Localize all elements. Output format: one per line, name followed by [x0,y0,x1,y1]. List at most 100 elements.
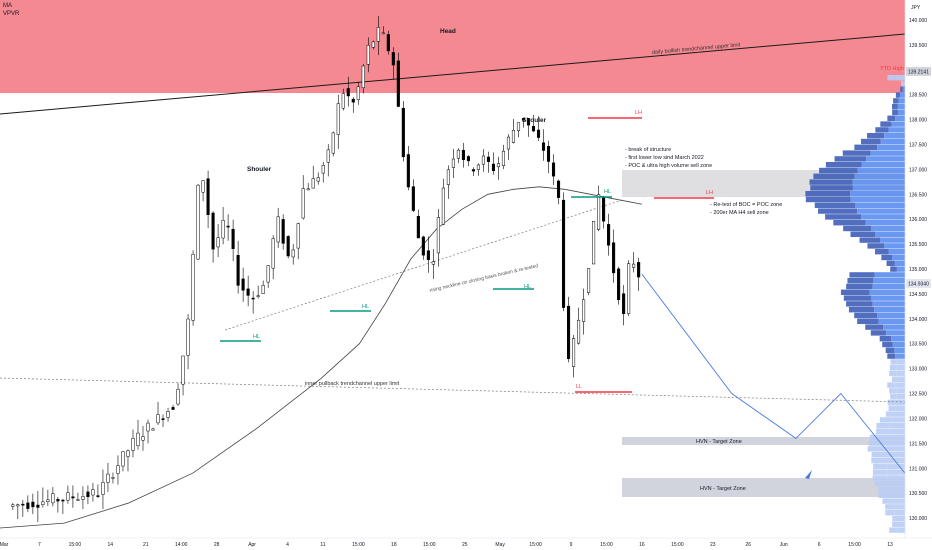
volume-profile-bar [895,399,905,406]
volume-profile-bar [890,266,897,272]
hvn-target-label-lower: HVN - Target Zone [700,486,746,492]
volume-profile-bar [885,347,895,353]
candle [281,219,285,244]
price-tick-label: 133.500 [909,342,927,348]
label-hl-1: HL [253,334,260,340]
current-price-label: 139.2141 [908,70,929,76]
volume-profile-bar [887,75,896,81]
time-tick-label: 14 [108,542,114,548]
volume-profile-bar [884,133,905,139]
sell-zone [0,0,905,93]
volume-profile-bar [894,260,905,266]
volume-profile-bar [886,452,905,458]
candle [246,288,250,296]
retest-note-2: - 200er MA H4 sell zone [710,210,769,216]
candle [501,150,506,166]
candle [316,177,320,182]
candle [326,149,330,163]
candle [381,32,385,35]
volume-profile-bar [852,179,905,185]
volume-profile-bar [879,237,905,243]
price-tick-label: 132.500 [909,392,927,398]
label-hl-3: HL [524,284,531,290]
volume-profile-bar [846,283,873,290]
candle [181,355,185,385]
candle [556,180,561,198]
volume-profile-bar [847,278,874,284]
time-tick-label: 18 [391,542,397,548]
candle [161,418,165,420]
candle [81,496,85,500]
candle [391,52,395,66]
time-axis[interactable]: Mar 7 15:00 14 21 14:00 28 Apr 4 11 15:00 18 15:00 25… [0,542,893,548]
volume-profile-bar [892,498,905,504]
time-tick-label: 6 [818,542,821,548]
projection-path [641,273,906,474]
candle [91,489,95,496]
ytd-high-label: YTD High [880,66,904,72]
candle [371,41,375,48]
volume-profile-bar [885,440,905,446]
volume-profile-bar [805,191,851,197]
volume-profile-bar [871,457,887,464]
volume-profile-bar [894,504,905,510]
pullback-channel-line [0,377,906,403]
candle [256,295,260,297]
rising-neckline [224,199,623,331]
time-tick-label: 7 [38,542,41,548]
candle [46,499,50,502]
volume-profile-bar [892,104,898,110]
volume-profile-bar [872,469,888,475]
indicator-vpvr[interactable]: VPVR [3,11,20,17]
volume-profile-bar [875,249,889,255]
candle [206,178,210,215]
volume-profile-bar [857,318,879,324]
volume-profile-bar [897,104,905,110]
price-tick-label: 137.000 [909,167,927,173]
candle [521,118,526,121]
candle [632,263,636,268]
volume-profile-bar [867,133,885,139]
volume-profile-bar [809,179,853,185]
volume-profile-bar [897,521,905,527]
candle [336,103,340,135]
volume-profile-bar [878,486,891,493]
candle [116,465,120,474]
volume-profile-bar [861,214,905,220]
volume-profile-bar [895,92,900,98]
volume-profile-bar [857,167,905,174]
volume-profile-bar [892,515,898,522]
volume-profile-bar [885,510,895,516]
volume-profile-bar [842,150,871,156]
price-tick-label: 139.500 [909,43,927,49]
volume-profile-bar [887,382,896,388]
candle [216,237,220,248]
volume-profile [805,75,905,533]
volume-profile-bar [852,185,905,191]
price-tick-label: 133.000 [909,367,927,373]
candle [166,411,170,418]
last-price-label: 134.9340 [908,282,929,288]
label-ll: LL [576,384,582,390]
volume-profile-bar [877,144,905,150]
time-tick-label: 14:00 [175,542,188,548]
volume-profile-bar [902,86,905,92]
time-tick-label: 15:00 [600,542,613,548]
indicator-ma[interactable]: MA [3,3,12,9]
volume-profile-bar [849,272,875,278]
volume-profile-bar [878,318,905,324]
volume-profile-bar [902,80,905,87]
volume-profile-bar [888,249,905,255]
volume-profile-bar [895,405,905,411]
price-axis[interactable]: 140.000139.500139.000138.500138.000137.5… [909,18,927,522]
candle [351,98,355,103]
volume-profile-bar [876,423,890,429]
candle [231,228,235,249]
volume-profile-bar [883,324,905,330]
candle [106,473,110,483]
candle [506,136,511,150]
volume-profile-bar [893,98,899,104]
volume-profile-bar [874,481,889,487]
volume-profile-bar [861,162,905,168]
